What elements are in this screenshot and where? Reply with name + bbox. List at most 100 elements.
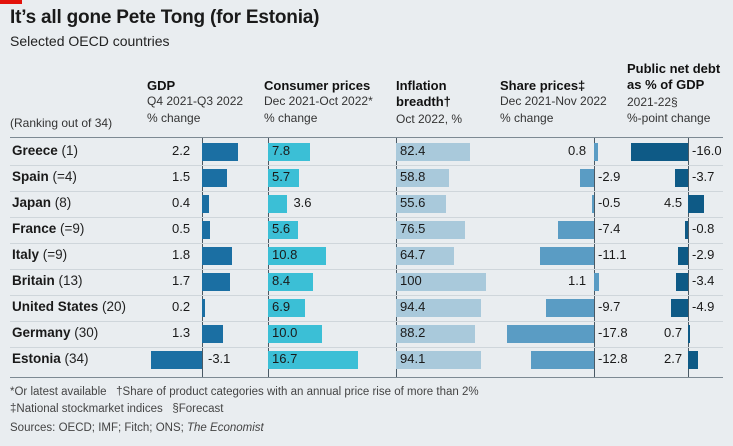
country-name: Greece <box>12 143 58 158</box>
row-separator <box>10 217 723 218</box>
gdp-bar <box>202 195 209 213</box>
country-rank: (=4) <box>48 169 77 184</box>
country-name: Britain <box>12 273 55 288</box>
cpi-bar <box>268 273 314 291</box>
chart-subtitle: Selected OECD countries <box>10 33 170 49</box>
debt-bar <box>674 169 688 187</box>
country-label: Greece (1) <box>12 143 78 158</box>
sources-note: Sources: OECD; IMF; Fitch; ONS; The Econ… <box>10 422 264 434</box>
gdp-bar <box>202 169 227 187</box>
gdp-value: 0.2 <box>172 299 191 314</box>
shares-bar <box>546 299 594 317</box>
brand-tag <box>0 0 22 4</box>
country-name: France <box>12 221 57 236</box>
bottom-rule <box>10 377 723 378</box>
gdp-bar <box>202 325 224 343</box>
cpi-bar <box>268 351 359 369</box>
debt-value: -2.9 <box>692 247 715 262</box>
country-label: Spain (=4) <box>12 169 77 184</box>
row-separator <box>10 165 723 166</box>
country-label: Estonia (34) <box>12 351 89 366</box>
cpi-value: 3.6 <box>293 195 312 210</box>
breadth-bar <box>396 299 481 317</box>
shares-value: -11.1 <box>598 247 627 262</box>
country-label: United States (20) <box>12 299 126 314</box>
shares-value: -7.4 <box>598 221 621 236</box>
row-separator <box>10 295 723 296</box>
gdp-value: -3.1 <box>208 351 231 366</box>
breadth-value: 94.4 <box>400 299 426 314</box>
breadth-value: 55.6 <box>400 195 426 210</box>
cpi-value: 16.7 <box>272 351 298 366</box>
country-name: Japan <box>12 195 52 210</box>
shares-value: -9.7 <box>598 299 621 314</box>
breadth-bar <box>396 325 476 343</box>
breadth-value: 100 <box>400 273 422 288</box>
country-name: Germany <box>12 325 71 340</box>
shares-value: -2.9 <box>598 169 621 184</box>
cpi-bar <box>268 143 311 161</box>
gdp-value: 0.4 <box>172 195 191 210</box>
shares-bar <box>539 247 594 265</box>
breadth-value: 88.2 <box>400 325 426 340</box>
gdp-value: 2.2 <box>172 143 191 158</box>
footnote-line-1: *Or latest available †Share of product c… <box>10 386 479 398</box>
country-label: Germany (30) <box>12 325 98 340</box>
header-gdp: GDP Q4 2021-Q3 2022 % change <box>147 78 244 125</box>
cpi-value: 6.9 <box>272 299 291 314</box>
debt-bar <box>688 195 704 213</box>
country-rank: (34) <box>60 351 89 366</box>
shares-value: 1.1 <box>568 273 587 288</box>
chart-title: It’s all gone Pete Tong (for Estonia) <box>10 7 320 28</box>
breadth-bar <box>396 195 447 213</box>
debt-bar <box>685 221 688 239</box>
gdp-bar <box>151 351 202 369</box>
debt-bar <box>631 143 688 161</box>
footnote-line-2: ‡National stockmarket indices §Forecast <box>10 403 224 415</box>
breadth-bar <box>396 169 449 187</box>
shares-bar <box>579 169 594 187</box>
country-label: France (=9) <box>12 221 84 236</box>
country-rank: (8) <box>51 195 72 210</box>
shares-value: 0.8 <box>568 143 587 158</box>
cpi-value: 7.8 <box>272 143 291 158</box>
header-share-prices: Share prices‡ Dec 2021-Nov 2022 % change <box>500 78 607 125</box>
ranking-label: (Ranking out of 34) <box>10 116 113 130</box>
shares-value: -0.5 <box>598 195 621 210</box>
cpi-bar <box>268 195 288 213</box>
shares-bar <box>594 143 598 161</box>
gdp-bar <box>202 221 211 239</box>
cpi-bar <box>268 299 306 317</box>
cpi-bar <box>268 247 327 265</box>
shares-value: -17.8 <box>598 325 628 340</box>
gdp-value: 1.3 <box>172 325 191 340</box>
country-name: Estonia <box>12 351 61 366</box>
country-name: United States <box>12 299 99 314</box>
gdp-value: 1.8 <box>172 247 191 262</box>
gdp-bar <box>202 143 239 161</box>
breadth-bar <box>396 351 481 369</box>
country-label: Japan (8) <box>12 195 71 210</box>
cpi-value: 8.4 <box>272 273 291 288</box>
gdp-value: 1.7 <box>172 273 191 288</box>
breadth-value: 64.7 <box>400 247 426 262</box>
country-rank: (20) <box>98 299 127 314</box>
shares-bar <box>594 273 600 291</box>
cpi-value: 10.0 <box>272 325 298 340</box>
cpi-value: 10.8 <box>272 247 298 262</box>
top-rule <box>10 137 723 138</box>
debt-value: -3.7 <box>692 169 715 184</box>
cpi-bar <box>268 325 322 343</box>
debt-bar <box>670 299 688 317</box>
shares-bar <box>591 195 594 213</box>
country-rank: (1) <box>57 143 79 158</box>
row-separator <box>10 321 723 322</box>
cpi-value: 5.7 <box>272 169 291 184</box>
debt-value: 0.7 <box>664 325 683 340</box>
gdp-bar <box>202 299 206 317</box>
breadth-value: 94.1 <box>400 351 426 366</box>
debt-bar <box>675 273 688 291</box>
debt-value: -4.9 <box>692 299 715 314</box>
gdp-value: 1.5 <box>172 169 191 184</box>
country-rank: (13) <box>54 273 83 288</box>
